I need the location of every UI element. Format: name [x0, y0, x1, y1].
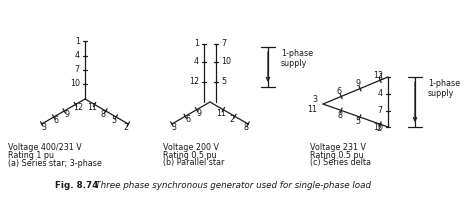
Text: 7: 7 — [75, 65, 80, 74]
Text: Rating 0.5 pu: Rating 0.5 pu — [310, 150, 364, 160]
Text: Voltage 231 V: Voltage 231 V — [310, 142, 366, 151]
Text: Fig. 8.74: Fig. 8.74 — [55, 181, 98, 190]
Text: 2: 2 — [123, 123, 128, 132]
Text: 11: 11 — [307, 104, 317, 113]
Text: supply: supply — [428, 89, 455, 98]
Text: 7: 7 — [378, 106, 383, 115]
Text: (a) Series star; 3-phase: (a) Series star; 3-phase — [8, 158, 102, 168]
Text: 3: 3 — [172, 123, 177, 132]
Text: 1: 1 — [378, 72, 383, 82]
Text: 10: 10 — [373, 123, 383, 132]
Text: 9: 9 — [356, 79, 361, 89]
Text: 8: 8 — [337, 111, 342, 120]
Text: 12: 12 — [189, 77, 199, 87]
Text: 11: 11 — [216, 108, 226, 118]
Text: 12: 12 — [73, 103, 83, 112]
Text: 4: 4 — [75, 52, 80, 60]
Text: 6: 6 — [337, 87, 342, 96]
Text: 9: 9 — [197, 108, 202, 118]
Text: Voltage 200 V: Voltage 200 V — [163, 142, 219, 151]
Text: 2: 2 — [376, 124, 381, 134]
Text: Rating 0.5 pu: Rating 0.5 pu — [163, 150, 217, 160]
Text: 1-phase: 1-phase — [428, 78, 460, 88]
Text: 6: 6 — [185, 115, 190, 124]
Text: 4: 4 — [378, 89, 383, 98]
Text: 12: 12 — [373, 71, 383, 80]
Text: 10: 10 — [70, 79, 80, 89]
Text: 9: 9 — [64, 110, 69, 119]
Text: 3: 3 — [42, 123, 47, 132]
Text: supply: supply — [281, 59, 307, 67]
Text: Three phase synchronous generator used for single-phase load: Three phase synchronous generator used f… — [87, 181, 371, 190]
Text: 6: 6 — [54, 116, 59, 125]
Text: (b) Parallel star: (b) Parallel star — [163, 158, 224, 168]
Text: Voltage 400/231 V: Voltage 400/231 V — [8, 142, 82, 151]
Text: 8: 8 — [243, 123, 248, 132]
Text: 4: 4 — [194, 58, 199, 66]
Text: Rating 1 pu: Rating 1 pu — [8, 150, 54, 160]
Text: 2: 2 — [230, 115, 235, 124]
Text: 11: 11 — [87, 103, 97, 112]
Text: 1-phase: 1-phase — [281, 49, 313, 58]
Text: 5: 5 — [221, 77, 226, 87]
Text: 8: 8 — [101, 110, 106, 119]
Text: 5: 5 — [111, 116, 116, 125]
Text: 5: 5 — [356, 117, 361, 126]
Text: (c) Series delta: (c) Series delta — [310, 158, 371, 168]
Text: 10: 10 — [221, 58, 231, 66]
Text: 3: 3 — [312, 95, 317, 103]
Text: 1: 1 — [75, 36, 80, 46]
Text: 1: 1 — [194, 39, 199, 49]
Text: 7: 7 — [221, 39, 226, 49]
